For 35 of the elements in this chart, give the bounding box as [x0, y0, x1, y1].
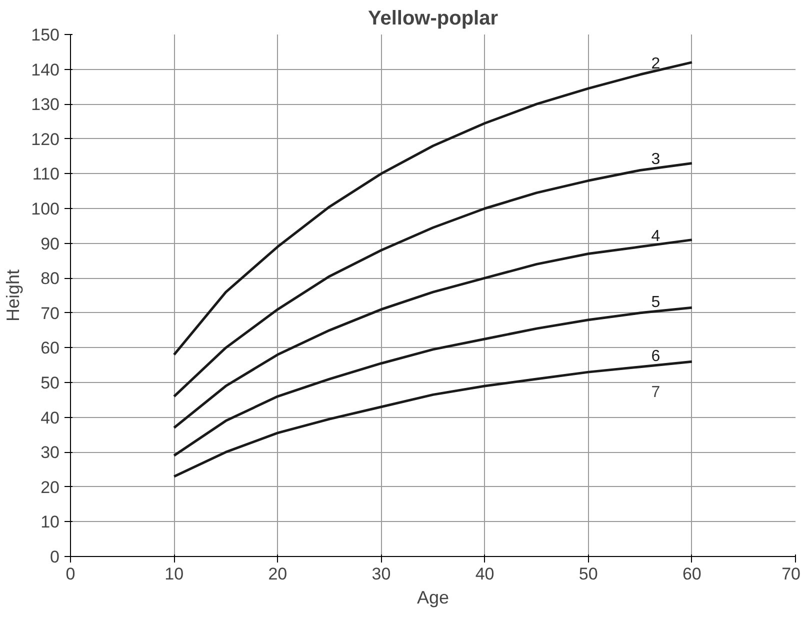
- x-tick-label: 0: [66, 564, 76, 584]
- x-axis-title: Age: [416, 588, 450, 608]
- series-label: 3: [651, 151, 660, 168]
- y-tick-label: 110: [32, 164, 60, 184]
- series-label: 4: [651, 228, 660, 245]
- y-tick-label: 70: [40, 304, 60, 323]
- y-tick-label: 90: [40, 234, 60, 254]
- x-tick-label: 40: [475, 564, 494, 584]
- y-tick-label: 40: [40, 408, 60, 428]
- x-tick-label: 10: [164, 564, 184, 584]
- y-axis-title: Height: [3, 269, 24, 322]
- x-tick-label: 50: [578, 564, 598, 584]
- series-label: 6: [651, 348, 660, 365]
- y-tick-label: 10: [40, 512, 60, 532]
- y-tick-label: 20: [40, 478, 60, 497]
- y-tick-label: 120: [31, 130, 60, 149]
- y-tick-label: 0: [50, 548, 60, 566]
- line-series: [172, 360, 694, 478]
- y-tick-label: 130: [31, 95, 60, 114]
- annotation: 7: [651, 384, 660, 401]
- y-tick-label: 50: [40, 374, 60, 392]
- y-tick-label: 100: [31, 200, 60, 218]
- y-tick-label: 140: [31, 60, 60, 80]
- y-tick-label: 60: [40, 338, 60, 358]
- y-tick-label: 30: [40, 443, 60, 462]
- x-tick-label: 60: [682, 564, 702, 584]
- x-tick-label: 30: [372, 564, 391, 584]
- x-tick-label: 70: [782, 564, 801, 584]
- y-tick-label: 150: [31, 26, 60, 44]
- chart-title: Yellow-poplar: [368, 8, 498, 30]
- series-label: 5: [651, 294, 660, 311]
- y-tick-label: 80: [40, 269, 60, 288]
- x-tick-label: 20: [268, 564, 288, 584]
- line-series: [172, 306, 694, 457]
- series-label: 2: [651, 56, 660, 73]
